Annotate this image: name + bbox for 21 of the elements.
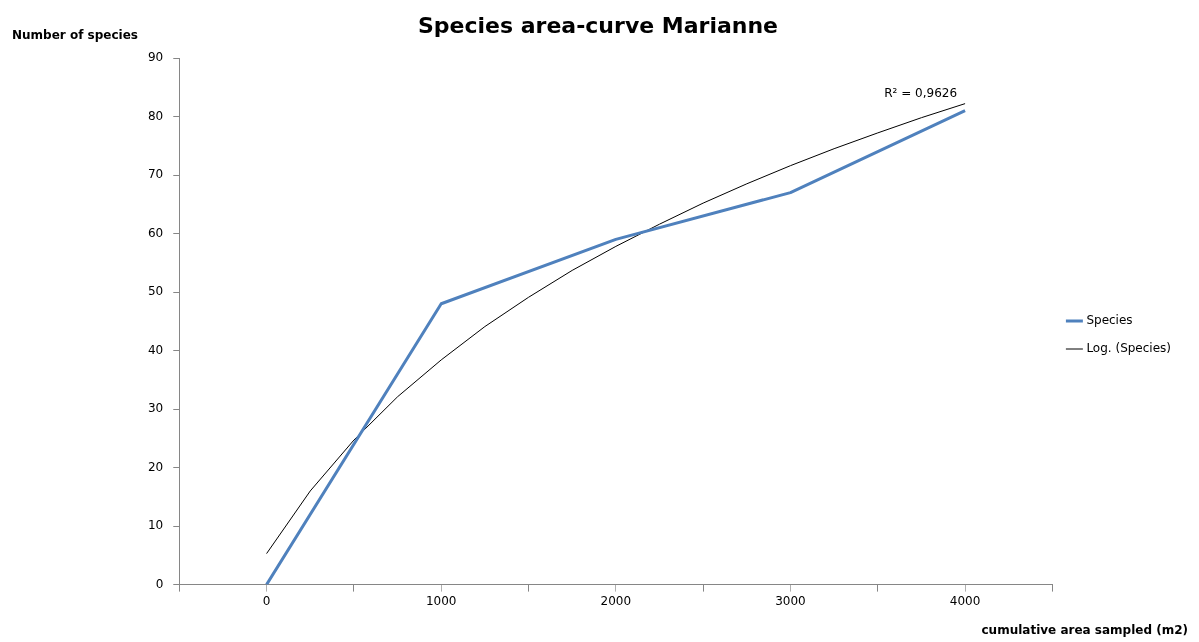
annotation: R² = 0,9626 [884, 85, 958, 100]
x-tick-label: 1000 [425, 593, 457, 608]
y-tick-label: 50 [147, 284, 164, 299]
y-tick-label: 60 [147, 225, 164, 240]
y-tick-label: 10 [147, 518, 164, 533]
legend-label: Species [1086, 313, 1133, 328]
y-tick-label: 20 [147, 459, 164, 474]
x-tick-label: 4000 [949, 593, 981, 608]
x-axis-title: cumulative area sampled (m2) [981, 623, 1188, 638]
y-tick-label: 0 [155, 576, 164, 591]
y-tick-label: 80 [147, 108, 164, 123]
chart-title: Species area-curve Marianne [417, 12, 779, 38]
y-tick-label: 30 [147, 401, 164, 416]
legend-label: Log. (Species) [1086, 341, 1171, 356]
x-tick-label: 0 [262, 593, 271, 608]
x-tick-label: 2000 [600, 593, 632, 608]
y-tick-label: 90 [147, 50, 164, 65]
x-tick-label: 3000 [775, 593, 806, 608]
y-tick-label: 40 [147, 342, 164, 357]
y-axis-title: Number of species [12, 28, 138, 43]
y-tick-label: 70 [147, 167, 164, 182]
